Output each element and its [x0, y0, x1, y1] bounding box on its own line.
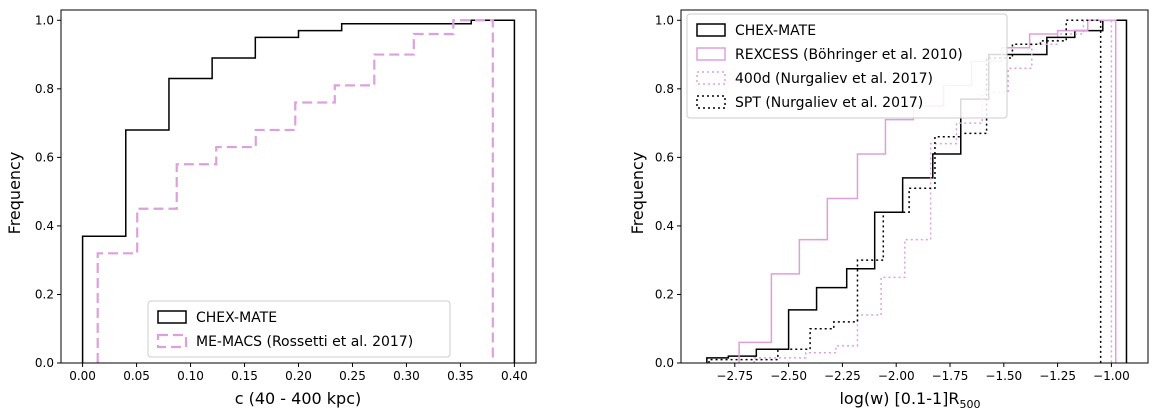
- y-tick-label: 1.0: [35, 13, 54, 27]
- x-tick-label: 0.25: [339, 369, 366, 383]
- y-tick-label: 0.0: [655, 356, 674, 370]
- y-tick-label: 0.0: [35, 356, 54, 370]
- x-tick-label: −1.00: [1093, 369, 1130, 383]
- x-axis-label-left: c (40 - 400 kpc): [235, 389, 362, 408]
- legend-label-1: ME-MACS (Rossetti et al. 2017): [196, 334, 413, 350]
- cumulative-histogram-concentration: 0.00 0.05 0.10 0.15 0.20 0.25 0.30 0.35 0.40 0.0 0…: [35, 9, 537, 383]
- y-tick-label: 0.8: [35, 82, 54, 96]
- x-tick-label: −2.50: [770, 369, 807, 383]
- x-tick-label: −1.50: [985, 369, 1022, 383]
- legend-box: [147, 300, 451, 358]
- y-tick-label: 0.6: [655, 150, 674, 164]
- legend-label-1: REXCESS (Böhringer et al. 2010): [735, 47, 963, 63]
- legend-label-0: CHEX-MATE: [196, 310, 277, 326]
- series-0-0-step-line: [81, 19, 516, 363]
- y-axis-label-right: Frequency: [628, 152, 647, 235]
- y-tick-label: 0.2: [35, 287, 54, 301]
- y-tick-label: 1.0: [655, 13, 674, 27]
- x-tick-label: −2.25: [824, 369, 861, 383]
- x-tick-label: 0.15: [231, 369, 258, 383]
- x-tick-label: 0.05: [123, 369, 150, 383]
- series-1-0-step-line: [706, 19, 1128, 363]
- series-1-2-step-line: [753, 19, 1113, 363]
- legend-label-0: CHEX-MATE: [735, 23, 816, 39]
- cumulative-histogram-centroid-shift: −2.75 −2.50 −2.25 −2.00 −1.75 −1.50 −1.25 −1.00…: [655, 9, 1149, 383]
- x-tick-label: 0.35: [447, 369, 474, 383]
- legend-box: [686, 13, 1008, 119]
- x-tick-label: 0.00: [69, 369, 96, 383]
- x-tick-label: 0.10: [177, 369, 204, 383]
- series-0-1-step-line: [96, 19, 494, 363]
- y-tick-label: 0.4: [35, 219, 54, 233]
- legend-label-2: 400d (Nurgaliev et al. 2017): [735, 71, 933, 87]
- x-tick-label: −2.75: [716, 369, 753, 383]
- x-axis-label-right-subscript: 500: [960, 398, 981, 411]
- y-tick-label: 0.2: [655, 287, 674, 301]
- x-axis-label-right-main: log(w) [0.1-1]R: [839, 389, 959, 408]
- y-tick-label: 0.8: [655, 82, 674, 96]
- legend-swatch-0: [157, 310, 187, 324]
- legend-swatch-1: [156, 333, 188, 349]
- series-1-3-step-line: [708, 19, 1102, 363]
- legend: CHEX-MATE ME-MACS (Rossetti et al. 2017): [147, 300, 451, 358]
- plot-frame: [680, 9, 1149, 364]
- legend: CHEX-MATE REXCESS (Böhringer et al. 2010)…: [686, 13, 1008, 119]
- x-tick-label: 0.20: [285, 369, 312, 383]
- x-tick-label: 0.30: [393, 369, 420, 383]
- x-tick-label: −1.75: [932, 369, 969, 383]
- y-tick-label: 0.6: [35, 150, 54, 164]
- y-axis-label-left: Frequency: [5, 152, 24, 235]
- x-tick-label: −1.25: [1039, 369, 1076, 383]
- legend-label-3: SPT (Nurgaliev et al. 2017): [735, 95, 923, 111]
- y-tick-label: 0.4: [655, 219, 674, 233]
- legend-swatch-1: [696, 47, 726, 61]
- x-tick-label: −2.00: [878, 369, 915, 383]
- legend-swatch-0: [696, 23, 726, 37]
- x-axis-label-right: log(w) [0.1-1]R500: [839, 389, 980, 411]
- x-tick-label: 0.40: [501, 369, 528, 383]
